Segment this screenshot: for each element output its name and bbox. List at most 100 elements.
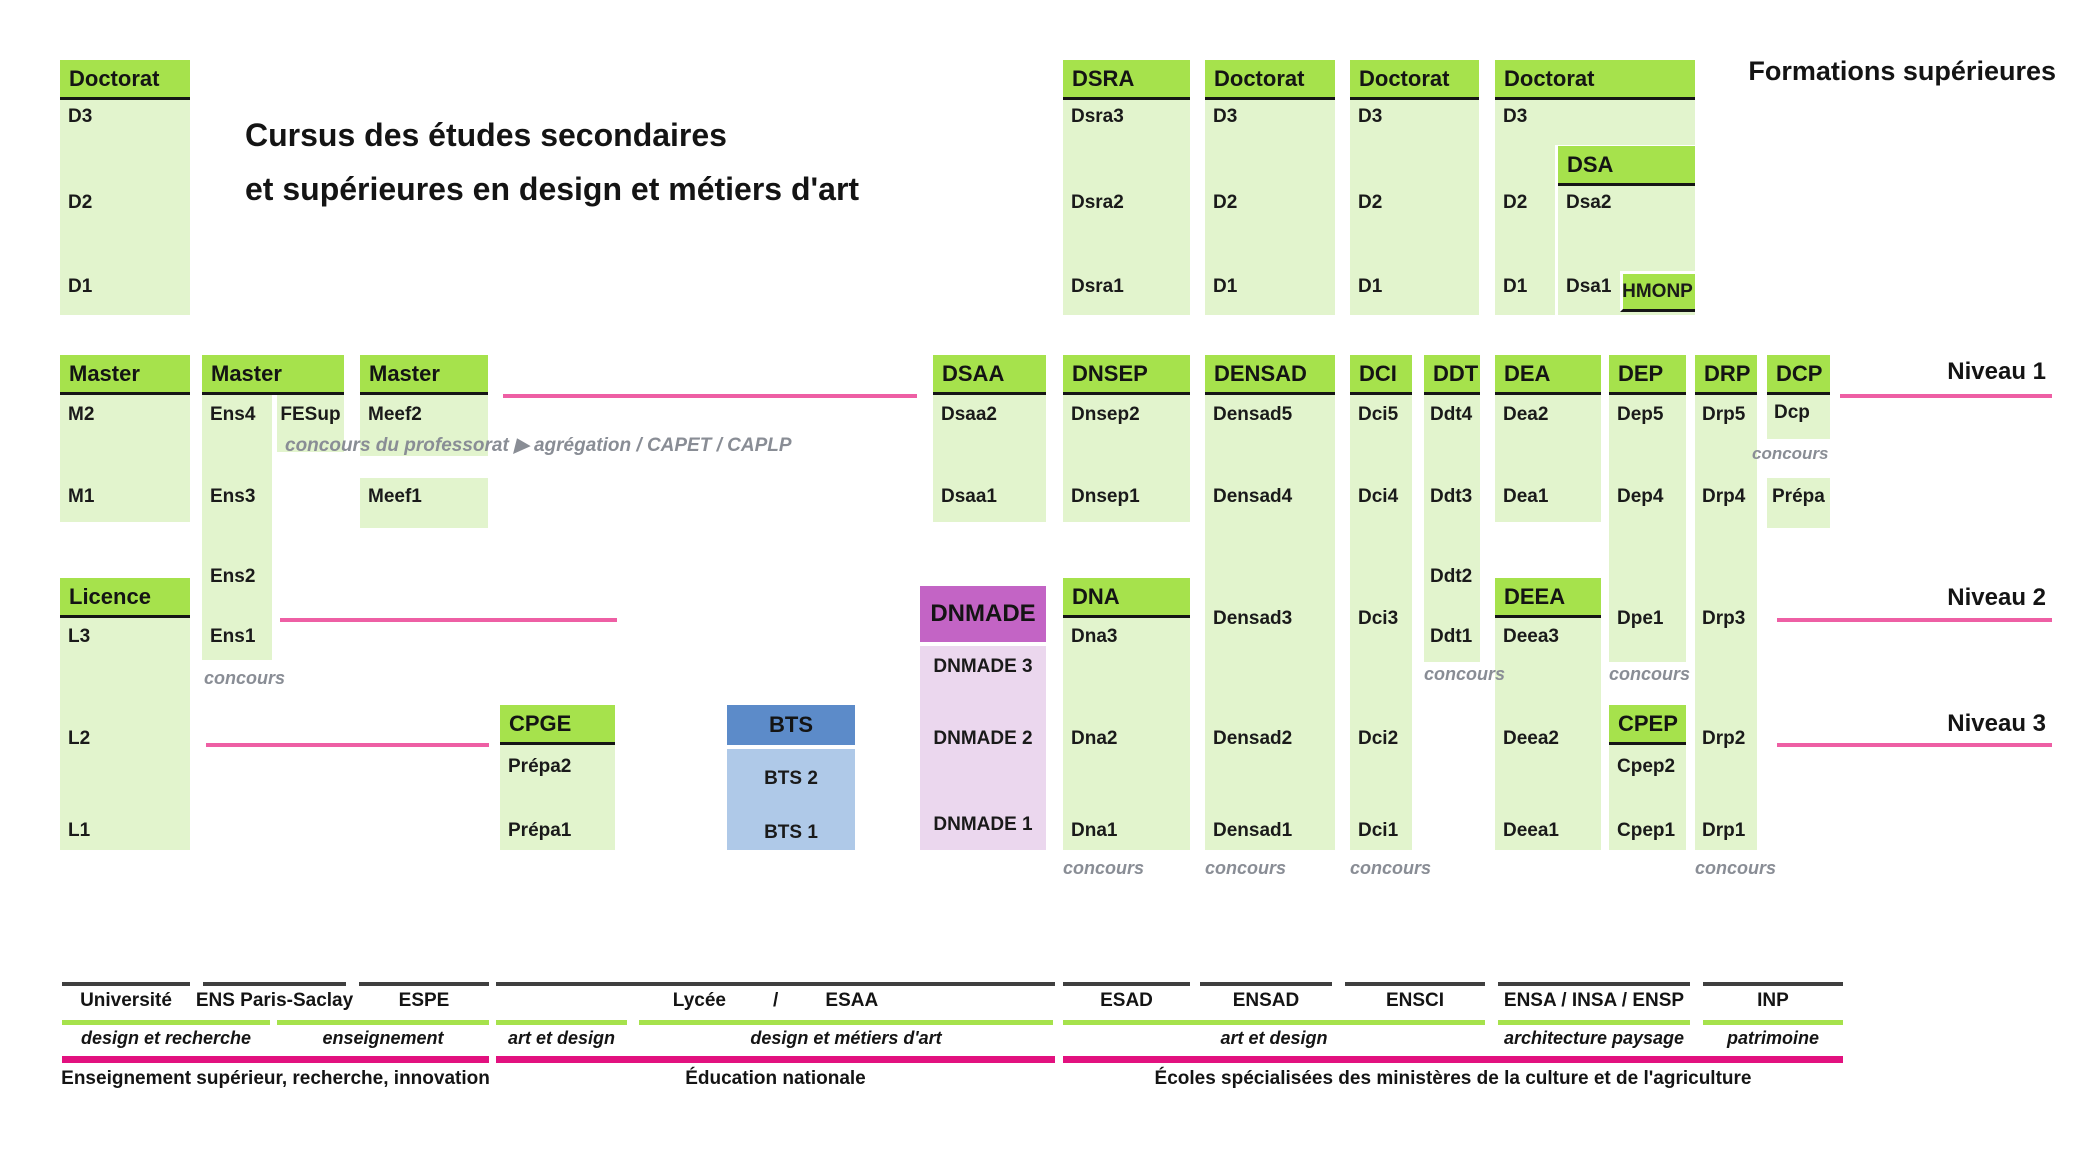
note-concours-8: concours bbox=[1752, 444, 1829, 463]
dci-cell-dci5: Dci5 bbox=[1358, 404, 1399, 425]
dep-cell-dep4: Dep4 bbox=[1617, 486, 1664, 507]
drp-body bbox=[1695, 395, 1757, 850]
category-label-design-et-recherche: design et recherche bbox=[80, 1028, 252, 1048]
cpge-cell-pr-pa1: Prépa1 bbox=[508, 820, 572, 841]
doctorat-2-body bbox=[1205, 100, 1335, 315]
deea-body bbox=[1495, 618, 1601, 850]
dnmade-header: DNMADE bbox=[920, 586, 1046, 642]
ddt-cell-ddt1: Ddt1 bbox=[1430, 626, 1473, 647]
category-label-art-et-design: art et design bbox=[507, 1028, 616, 1048]
category-label-design-et-m-tiers-d-art: design et métiers d'art bbox=[750, 1028, 942, 1048]
doctorat-3-cell-d3: D3 bbox=[1358, 106, 1383, 127]
ddt-cell-ddt3: Ddt3 bbox=[1430, 486, 1473, 507]
dea-body bbox=[1495, 395, 1601, 522]
institution-label-ensa-insa-ensp: ENSA / INSA / ENSP bbox=[1503, 990, 1685, 1011]
dep-cell-dep5: Dep5 bbox=[1617, 404, 1664, 425]
densad-cell-densad4: Densad4 bbox=[1213, 486, 1293, 507]
drp-cell-drp2: Drp2 bbox=[1702, 728, 1746, 749]
dsra-body bbox=[1063, 100, 1190, 315]
dci-header: DCI bbox=[1350, 355, 1412, 395]
drp-cell-drp4: Drp4 bbox=[1702, 486, 1746, 507]
dcp-body bbox=[1767, 395, 1830, 439]
bts-header: BTS bbox=[727, 705, 855, 745]
cpep-body bbox=[1609, 745, 1686, 850]
doctorat-3-header: Doctorat bbox=[1350, 60, 1479, 100]
master-ens-cell-ens2: Ens2 bbox=[210, 566, 256, 587]
ddt-header: DDT bbox=[1424, 355, 1480, 395]
master-universite-body bbox=[60, 395, 190, 522]
niveau-line-6 bbox=[1777, 743, 2052, 747]
doctorat-4-cell-d2: D2 bbox=[1503, 192, 1528, 213]
category-line-2-1 bbox=[496, 1020, 627, 1025]
page-title: Cursus des études secondaires et supérie… bbox=[245, 108, 859, 216]
ddt-body bbox=[1424, 395, 1480, 662]
dsra-cell-dsra3: Dsra3 bbox=[1071, 106, 1124, 127]
master-ens-cell-ens4: Ens4 bbox=[210, 404, 256, 425]
dci-cell-dci1: Dci1 bbox=[1358, 820, 1399, 841]
niveau-label-1: Niveau 1 bbox=[1947, 358, 2046, 385]
dsra-cell-dsra1: Dsra1 bbox=[1071, 276, 1124, 297]
doctorat-3-cell-d2: D2 bbox=[1358, 192, 1383, 213]
category-label-architecture-paysage: architecture paysage bbox=[1503, 1028, 1685, 1048]
master-meef-body-2 bbox=[360, 478, 488, 528]
category-label-patrimoine: patrimoine bbox=[1726, 1028, 1819, 1048]
master-meef-header: Master bbox=[360, 355, 488, 395]
niveau-line-3 bbox=[280, 618, 617, 622]
drp-cell-drp3: Drp3 bbox=[1702, 608, 1746, 629]
master-universite-cell-m2: M2 bbox=[68, 404, 95, 425]
ddt-cell-ddt2: Ddt2 bbox=[1430, 566, 1473, 587]
dci-cell-dci3: Dci3 bbox=[1358, 608, 1399, 629]
niveau-line-2 bbox=[1840, 394, 2052, 398]
formations-superieures-label: Formations supérieures bbox=[1748, 56, 2056, 86]
dnmade-cell-dnmade-2: DNMADE 2 bbox=[933, 728, 1033, 749]
note-concours-2: concours bbox=[1424, 664, 1506, 684]
doctorat-2-cell-d3: D3 bbox=[1213, 106, 1238, 127]
institution-line-3-2 bbox=[1200, 982, 1332, 986]
doctorat-universite-cell-d3: D3 bbox=[68, 106, 93, 127]
category-line-3-1 bbox=[1063, 1020, 1485, 1025]
page-title-line1: Cursus des études secondaires bbox=[245, 117, 727, 153]
dci-cell-dci2: Dci2 bbox=[1358, 728, 1399, 749]
ministry-label-3: Écoles spécialisées des ministères de la… bbox=[1154, 1068, 1752, 1089]
dep-body bbox=[1609, 395, 1686, 662]
cpep-header: CPEP bbox=[1609, 705, 1686, 745]
densad-cell-densad2: Densad2 bbox=[1213, 728, 1293, 749]
note-concours-1: concours bbox=[204, 668, 286, 688]
ministry-bar-2 bbox=[496, 1056, 1055, 1063]
institution-label-espe: ESPE bbox=[398, 990, 450, 1011]
cpge-cell-pr-pa2: Prépa2 bbox=[508, 756, 572, 777]
master-universite-cell-m1: M1 bbox=[68, 486, 95, 507]
category-line-1-2 bbox=[277, 1020, 489, 1025]
page-title-line2: et supérieures en design et métiers d'ar… bbox=[245, 171, 860, 207]
dna-header: DNA bbox=[1063, 578, 1190, 618]
cpge-header: CPGE bbox=[500, 705, 615, 745]
dea-header: DEA bbox=[1495, 355, 1601, 395]
institution-line-1-3 bbox=[359, 982, 489, 986]
licence-header: Licence bbox=[60, 578, 190, 618]
doctorat-2-header: Doctorat bbox=[1205, 60, 1335, 100]
ministry-label-2: Éducation nationale bbox=[685, 1068, 866, 1089]
fesup-body bbox=[277, 395, 344, 452]
dnsep-header: DNSEP bbox=[1063, 355, 1190, 395]
category-line-2-2 bbox=[639, 1020, 1053, 1025]
note-concours-7: concours bbox=[1695, 858, 1777, 878]
dcp-cell-dcp: Dcp bbox=[1774, 402, 1810, 423]
institution-label-universit-: Université bbox=[80, 990, 172, 1011]
institution-label-inp: INP bbox=[1757, 990, 1789, 1011]
drp-cell-drp1: Drp1 bbox=[1702, 820, 1746, 841]
doctorat-4-body bbox=[1495, 100, 1695, 145]
institution-label-lyc-e-esaa: Lycée / ESAA bbox=[672, 990, 879, 1011]
institution-label-ensad: ENSAD bbox=[1232, 990, 1300, 1011]
dsaa-header: DSAA bbox=[933, 355, 1046, 395]
institution-label-ens-paris-saclay: ENS Paris-Saclay bbox=[195, 990, 354, 1011]
dea-cell-dea1: Dea1 bbox=[1503, 486, 1549, 507]
dep-header: DEP bbox=[1609, 355, 1686, 395]
institution-label-ensci: ENSCI bbox=[1385, 990, 1445, 1011]
dsaa-cell-dsaa1: Dsaa1 bbox=[941, 486, 997, 507]
institution-line-2-1 bbox=[496, 982, 1055, 986]
doctorat-3-cell-d1: D1 bbox=[1358, 276, 1383, 297]
doctorat-universite-cell-d1: D1 bbox=[68, 276, 93, 297]
master-ens-body bbox=[202, 395, 272, 660]
doctorat-2-cell-d1: D1 bbox=[1213, 276, 1238, 297]
drp-header: DRP bbox=[1695, 355, 1757, 395]
